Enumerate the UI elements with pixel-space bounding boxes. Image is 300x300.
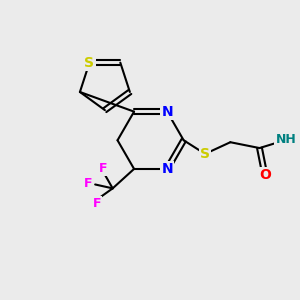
Text: N: N (161, 162, 173, 176)
Text: F: F (93, 197, 101, 210)
Text: N: N (161, 105, 173, 118)
Text: NH: NH (275, 133, 296, 146)
Text: S: S (200, 147, 210, 161)
Text: S: S (85, 56, 94, 70)
Text: F: F (99, 162, 107, 176)
Text: O: O (260, 168, 271, 182)
Text: F: F (84, 177, 93, 190)
